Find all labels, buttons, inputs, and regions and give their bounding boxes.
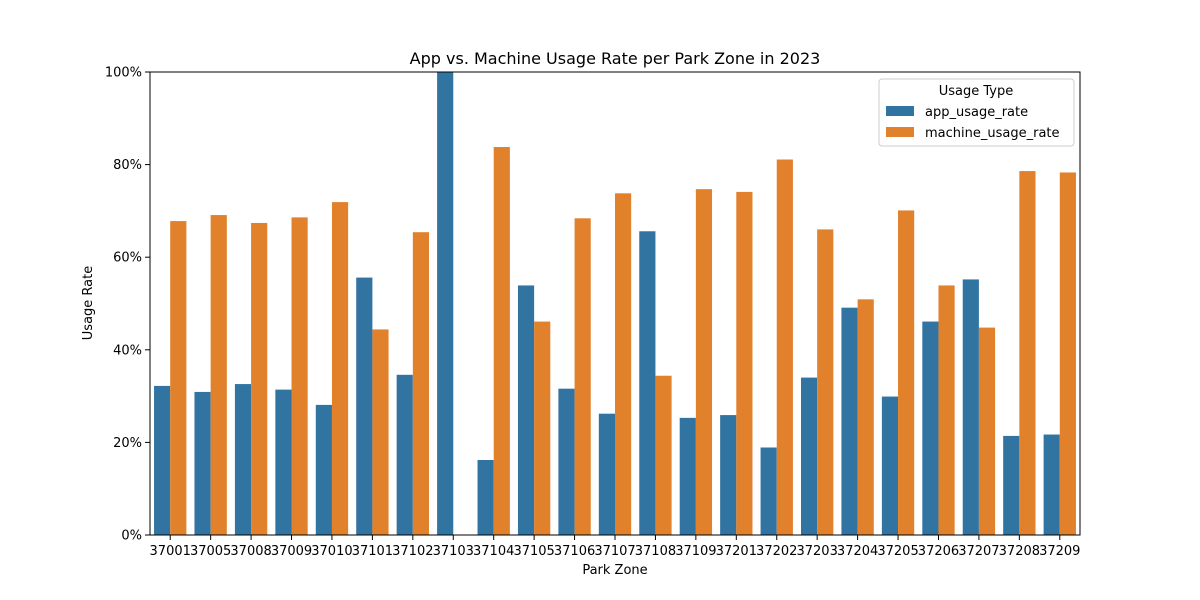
- bar-machine_usage_rate-37102: [412, 232, 429, 535]
- bar-app_usage_rate-37206: [922, 321, 939, 535]
- bar-app_usage_rate-37208: [1003, 435, 1020, 535]
- y-ticks-group: 0% 20% 40% 60% 80% 100%: [105, 66, 150, 544]
- legend-swatch-app: [886, 106, 914, 116]
- legend-label-app: app_usage_rate: [925, 105, 1028, 120]
- bar-app_usage_rate-37109: [679, 417, 696, 535]
- x-tick-label: 37001: [150, 544, 191, 559]
- x-tick-label: 37203: [796, 544, 837, 559]
- x-tick-label: 37201: [716, 544, 757, 559]
- x-ticks-group: 37001 37005 37008 37009 37010 37101 37102 37103…: [150, 535, 1080, 559]
- x-tick-label: 37204: [837, 544, 878, 559]
- x-tick-label: 37208: [999, 544, 1040, 559]
- bar-app_usage_rate-37205: [881, 396, 899, 535]
- chart-title: App vs. Machine Usage Rate per Park Zone…: [410, 49, 821, 68]
- x-tick-label: 37108: [635, 544, 676, 559]
- bar-app_usage_rate-37106: [558, 388, 575, 535]
- bar-machine_usage_rate-37005: [210, 215, 227, 535]
- x-tick-label: 37207: [958, 544, 999, 559]
- x-tick-label: 37202: [756, 544, 797, 559]
- x-tick-label: 37010: [311, 544, 352, 559]
- x-tick-label: 37107: [594, 544, 635, 559]
- y-tick-label: 0%: [121, 529, 142, 544]
- bar-machine_usage_rate-37206: [938, 285, 955, 535]
- x-tick-label: 37009: [271, 544, 312, 559]
- bar-machine_usage_rate-37204: [857, 299, 874, 535]
- bar-machine_usage_rate-37203: [817, 229, 834, 536]
- y-axis-title: Usage Rate: [81, 266, 96, 340]
- bar-app_usage_rate-37009: [275, 389, 292, 535]
- legend-box: [878, 78, 1075, 147]
- x-tick-label: 37101: [352, 544, 393, 559]
- plot-frame: [149, 71, 1081, 536]
- bar-machine_usage_rate-37201: [736, 191, 753, 536]
- bar-machine_usage_rate-37106: [574, 218, 591, 535]
- bar-app_usage_rate-37107: [598, 413, 615, 535]
- bar-app_usage_rate-37204: [841, 307, 858, 535]
- bar-machine_usage_rate-37104: [493, 147, 510, 535]
- x-tick-label: 37105: [513, 544, 554, 559]
- y-tick-label: 80%: [113, 158, 142, 173]
- bar-app_usage_rate-37203: [801, 377, 818, 535]
- bar-app_usage_rate-37001: [154, 385, 171, 535]
- legend-swatch-machine: [886, 127, 914, 137]
- bar-machine_usage_rate-37205: [898, 210, 915, 535]
- x-tick-label: 37109: [675, 544, 716, 559]
- bar-machine_usage_rate-37207: [978, 327, 996, 535]
- x-tick-label: 37008: [230, 544, 271, 559]
- bar-machine_usage_rate-37108: [655, 375, 672, 535]
- bar-app_usage_rate-37209: [1043, 434, 1060, 535]
- bar-app_usage_rate-37207: [962, 279, 979, 535]
- y-tick-label: 60%: [113, 251, 142, 266]
- x-axis-title: Park Zone: [582, 563, 647, 578]
- x-tick-label: 37209: [1039, 544, 1080, 559]
- x-tick-label: 37104: [473, 544, 514, 559]
- x-tick-label: 37206: [918, 544, 959, 559]
- bar-machine_usage_rate-37009: [291, 217, 308, 535]
- bar-app_usage_rate-37105: [517, 285, 535, 535]
- legend-title: Usage Type: [939, 84, 1014, 99]
- bar-app_usage_rate-37202: [760, 447, 777, 535]
- bar-app_usage_rate-37101: [356, 277, 373, 535]
- bar-machine_usage_rate-37008: [251, 222, 268, 535]
- bar-machine_usage_rate-37107: [615, 193, 632, 535]
- bar-machine_usage_rate-37105: [534, 321, 551, 535]
- bar-app_usage_rate-37103: [437, 72, 454, 535]
- bar-app_usage_rate-37104: [477, 459, 494, 535]
- bar-machine_usage_rate-37109: [695, 189, 713, 535]
- y-tick-label: 40%: [113, 343, 142, 358]
- bar-app_usage_rate-37108: [639, 231, 656, 535]
- bars-group: [154, 72, 1076, 536]
- legend: Usage Type app_usage_rate machine_usage_…: [878, 78, 1075, 147]
- bar-machine_usage_rate-37209: [1059, 172, 1076, 535]
- x-tick-label: 37106: [554, 544, 595, 559]
- x-tick-label: 37205: [877, 544, 918, 559]
- bar-app_usage_rate-37201: [720, 415, 737, 535]
- bar-machine_usage_rate-37001: [170, 221, 187, 535]
- bar-machine_usage_rate-37101: [372, 329, 389, 535]
- legend-label-machine: machine_usage_rate: [925, 126, 1060, 141]
- bar-machine_usage_rate-37010: [331, 202, 349, 535]
- y-tick-label: 100%: [105, 66, 142, 81]
- bar-app_usage_rate-37005: [194, 391, 211, 535]
- x-tick-label: 37103: [433, 544, 474, 559]
- y-tick-label: 20%: [113, 436, 142, 451]
- bar-app_usage_rate-37010: [315, 404, 332, 535]
- bar-app_usage_rate-37008: [234, 384, 252, 535]
- bar-app_usage_rate-37102: [396, 374, 413, 535]
- bar-machine_usage_rate-37208: [1019, 171, 1036, 535]
- bar-machine_usage_rate-37202: [776, 159, 793, 535]
- x-tick-label: 37102: [392, 544, 433, 559]
- x-tick-label: 37005: [190, 544, 231, 559]
